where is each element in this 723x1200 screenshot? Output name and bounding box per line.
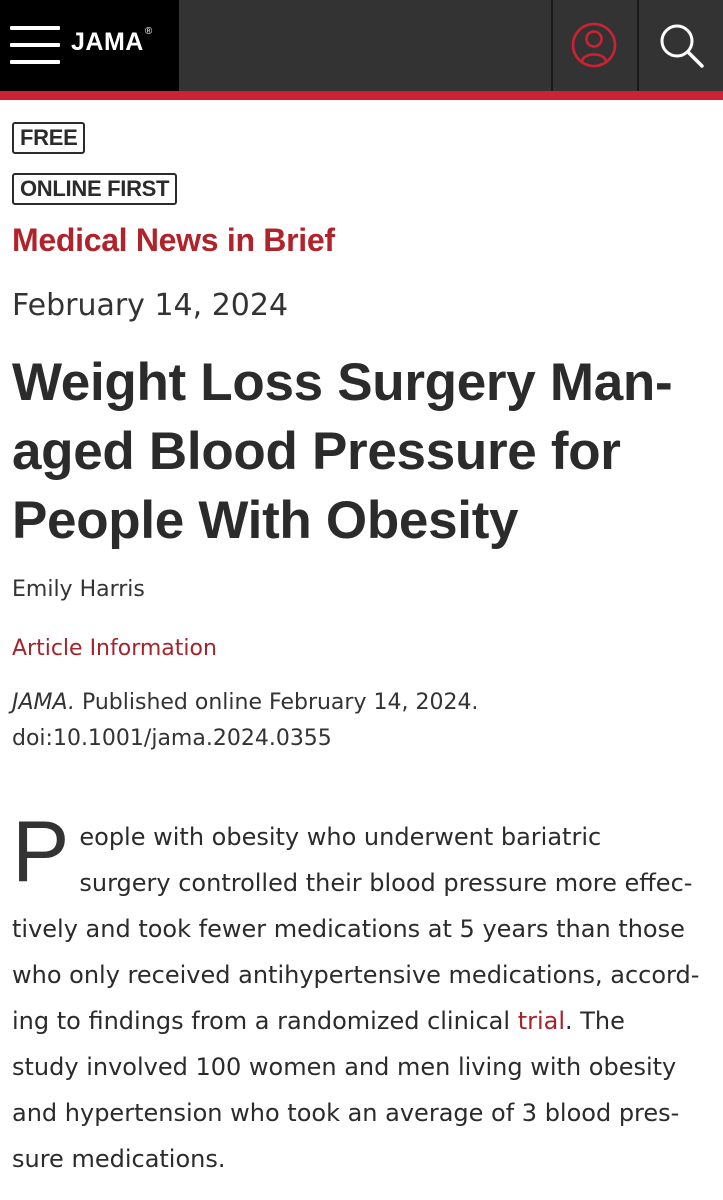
published-online: Published online February 14, 2024.	[74, 690, 479, 715]
body-line: study involved 100 women and men living …	[12, 1053, 677, 1081]
header-accent-rule	[0, 91, 723, 100]
section-label[interactable]: Medical News in Brief	[12, 222, 335, 258]
body-line: who only received antihypertensive medic…	[12, 961, 700, 989]
header-divider	[551, 0, 553, 91]
search-icon	[660, 24, 704, 68]
publication-date: February 14, 2024	[12, 288, 289, 323]
hamburger-menu-icon[interactable]	[10, 26, 60, 64]
body-line: . The	[565, 1007, 625, 1035]
header-divider	[637, 0, 639, 91]
title-line: aged Blood Pressure for	[12, 422, 621, 481]
title-line: Weight Loss Surgery Man-	[12, 353, 673, 412]
body-line: tively and took fewer medications at 5 y…	[12, 915, 685, 943]
citation: JAMA. Published online February 14, 2024…	[12, 685, 478, 757]
user-account-icon	[571, 22, 617, 68]
article-body: P eople with obesity who underwent baria…	[12, 804, 712, 1182]
body-line: eople with obesity who underwent bariatr…	[79, 823, 602, 851]
jama-logo[interactable]: JAMA®	[71, 26, 153, 56]
trial-link[interactable]: trial	[517, 1007, 566, 1035]
body-line: ing to findings from a randomized clinic…	[12, 1007, 518, 1035]
doi[interactable]: doi:10.1001/jama.2024.0355	[12, 726, 332, 751]
author-name[interactable]: Emily Harris	[12, 577, 145, 602]
body-line: sure medications.	[12, 1145, 226, 1173]
search-button[interactable]	[639, 0, 723, 91]
article-information-link[interactable]: Article Information	[12, 636, 217, 661]
article-title: Weight Loss Surgery Man- aged Blood Pres…	[12, 348, 712, 555]
title-line: People With Obesity	[12, 491, 519, 550]
top-navigation-bar: JAMA®	[0, 0, 723, 91]
body-line: and hypertension who took an average of …	[12, 1099, 680, 1127]
online-first-badge: ONLINE FIRST	[12, 173, 178, 205]
free-badge: FREE	[12, 122, 86, 154]
body-line: surgery controlled their blood pressure …	[79, 869, 693, 897]
drop-cap: P	[12, 804, 70, 900]
user-account-button[interactable]	[553, 0, 637, 91]
journal-name: JAMA.	[12, 690, 75, 715]
brand-block: JAMA®	[0, 0, 179, 91]
